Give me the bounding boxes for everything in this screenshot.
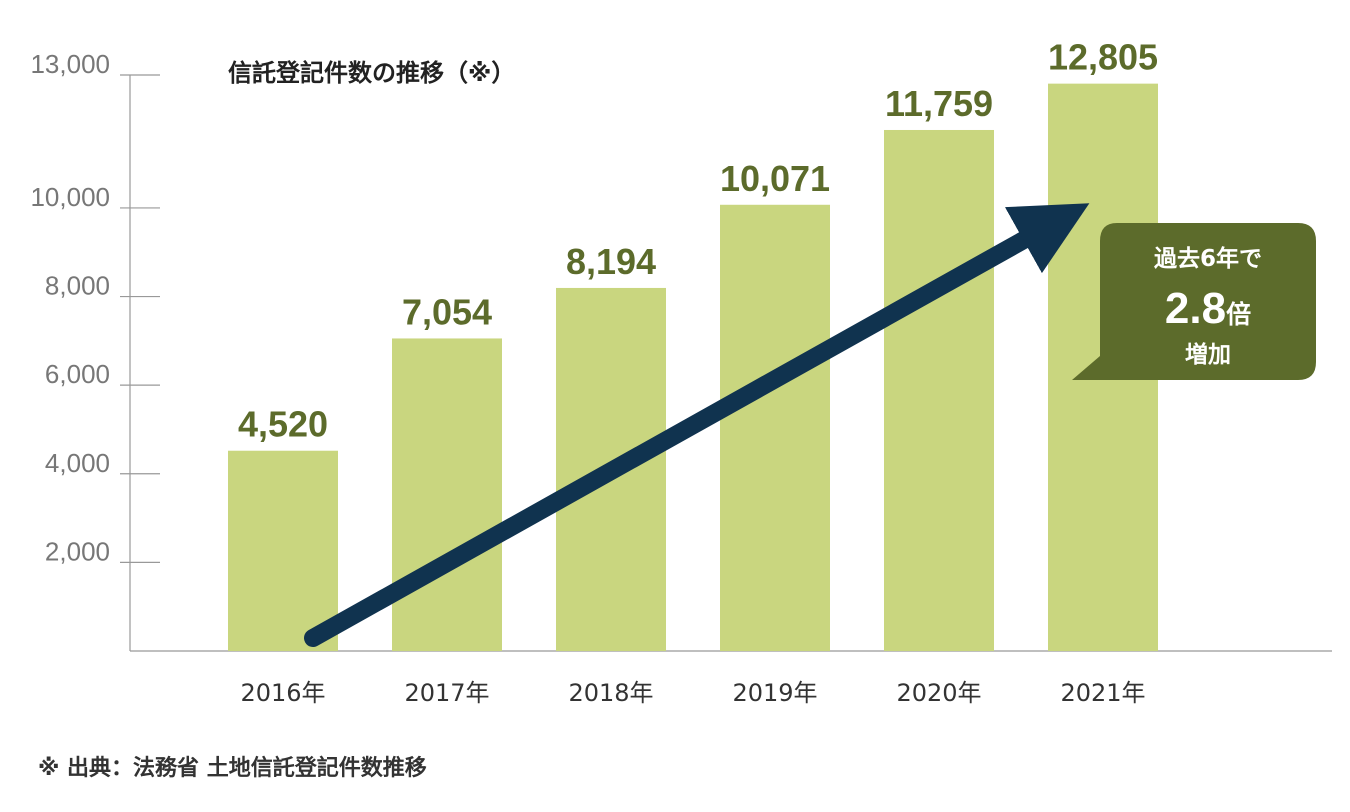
x-tick-label: 2017年 [404, 679, 489, 707]
growth-callout: 過去6年で 2.8倍 増加 [1072, 223, 1316, 380]
chart-title: 信託登記件数の推移（※） [228, 59, 515, 87]
y-tick-label: 8,000 [45, 271, 110, 301]
callout-line1: 過去6年で [1154, 245, 1262, 272]
y-tick-label: 2,000 [45, 536, 110, 566]
callout-multiplier-suffix: 倍 [1226, 300, 1251, 329]
x-tick-label: 2021年 [1060, 679, 1145, 707]
y-tick-label: 6,000 [45, 359, 110, 389]
bar-2020年 [884, 129, 994, 651]
source-note: ※ 出典：法務省 土地信託登記件数推移 [38, 756, 427, 781]
bar-2017年 [392, 338, 502, 651]
bar-2016年 [228, 450, 338, 651]
y-tick-label: 4,000 [45, 448, 110, 478]
bar-2019年 [720, 204, 830, 652]
trend-arrow [304, 203, 1090, 647]
x-tick-label: 2018年 [568, 679, 653, 707]
y-tick-label: 13,000 [30, 49, 110, 79]
data-label: 8,194 [566, 241, 656, 282]
callout-multiplier-value: 2.8 [1165, 284, 1226, 333]
callout-line3: 増加 [1185, 341, 1231, 368]
data-label: 4,520 [238, 404, 328, 445]
x-tick-label: 2020年 [896, 679, 981, 707]
x-axis-ticks: 2016年 2017年 2018年 2019年 2020年 2021年 [240, 679, 1145, 707]
data-label: 11,759 [885, 83, 993, 124]
data-label: 12,805 [1048, 37, 1158, 78]
callout-multiplier: 2.8倍 [1165, 284, 1251, 333]
y-axis-ticks: 2,000 4,000 6,000 8,000 10,000 13,000 [30, 49, 160, 566]
data-label: 10,071 [720, 158, 830, 199]
callout-bubble [1072, 223, 1316, 380]
x-tick-label: 2019年 [732, 679, 817, 707]
data-label: 7,054 [402, 291, 492, 332]
x-tick-label: 2016年 [240, 679, 325, 707]
bars [228, 83, 1158, 652]
y-tick-label: 10,000 [30, 182, 110, 212]
data-labels: 4,520 7,054 8,194 10,071 11,759 12,805 [238, 37, 1158, 445]
